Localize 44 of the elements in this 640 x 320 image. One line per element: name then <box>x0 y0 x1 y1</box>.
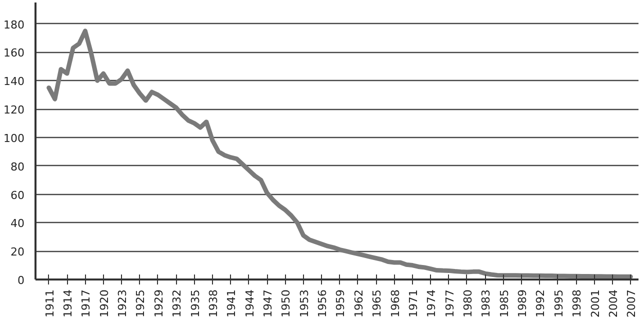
x-tick-label: 1929 <box>152 289 166 318</box>
x-tick-label: 1914 <box>62 289 75 318</box>
y-tick-label: 80 <box>10 160 25 174</box>
x-tick-label: 1962 <box>352 289 366 318</box>
x-tick-label: 1941 <box>225 289 238 318</box>
x-tick-label: 1920 <box>98 289 111 318</box>
x-tick-label: 1947 <box>262 289 275 318</box>
x-tick-label: 1977 <box>443 289 456 318</box>
y-tick-label: 120 <box>4 104 25 117</box>
x-tick-label: 1950 <box>280 289 293 318</box>
x-tick-label: 1992 <box>534 289 548 318</box>
x-tick-label: 1923 <box>116 289 130 318</box>
y-tick-label: 40 <box>10 217 25 230</box>
y-tick-label: 60 <box>10 188 25 202</box>
x-tick-label: 1980 <box>461 289 474 318</box>
x-tick-label: 2004 <box>606 289 620 318</box>
x-tick-label: 1985 <box>498 289 511 318</box>
y-tick-label: 20 <box>10 246 25 259</box>
x-tick-label: 1953 <box>298 289 311 318</box>
x-tick-label: 2001 <box>588 289 602 318</box>
y-tick-label: 140 <box>4 75 25 88</box>
y-tick-label: 100 <box>4 132 25 145</box>
y-tick-label: 160 <box>4 46 25 60</box>
x-tick-label: 1956 <box>316 289 330 318</box>
x-tick-label: 1989 <box>516 289 530 318</box>
x-tick-label: 1959 <box>334 289 348 318</box>
x-tick-label: 1935 <box>188 289 202 318</box>
x-tick-label: 1995 <box>552 289 566 318</box>
x-tick-label: 1938 <box>206 289 220 318</box>
y-tick-label: 0 <box>18 274 24 287</box>
x-tick-label: 1911 <box>43 289 56 318</box>
line-series <box>46 28 633 279</box>
x-tick-label: 1932 <box>170 289 184 318</box>
x-tick-label: 1998 <box>570 289 584 318</box>
x-tick-label: 1944 <box>243 289 256 318</box>
x-tick-label: 2007 <box>625 289 638 318</box>
x-tick-label: 1971 <box>406 289 420 318</box>
x-tick-label: 1974 <box>425 289 438 318</box>
x-tick-label: 1917 <box>80 289 93 318</box>
x-tick-label: 1925 <box>134 289 148 318</box>
y-tick-label: 180 <box>4 18 25 32</box>
x-tick-label: 1968 <box>388 289 402 318</box>
x-tick-label: 1983 <box>480 289 493 318</box>
x-tick-label: 1965 <box>370 289 384 318</box>
